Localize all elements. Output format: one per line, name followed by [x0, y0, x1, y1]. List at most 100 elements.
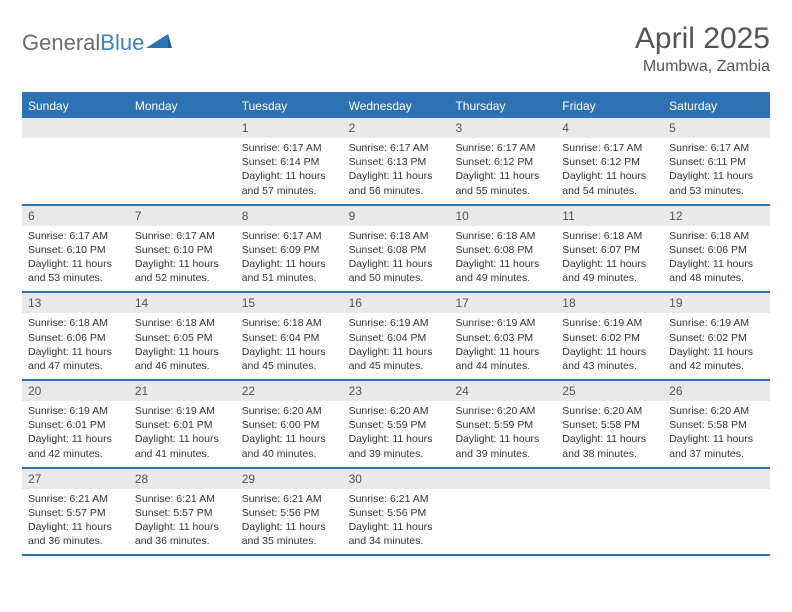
day-details: Sunrise: 6:18 AMSunset: 6:06 PMDaylight:…	[663, 226, 770, 292]
sunset-line: Sunset: 6:02 PM	[562, 331, 657, 345]
daylight-line: Daylight: 11 hours and 34 minutes.	[349, 520, 444, 548]
day-number: 18	[556, 293, 663, 313]
sunset-line: Sunset: 6:06 PM	[669, 243, 764, 257]
daylight-line: Daylight: 11 hours and 46 minutes.	[135, 345, 230, 373]
day-details: Sunrise: 6:21 AMSunset: 5:57 PMDaylight:…	[22, 489, 129, 555]
day-details: Sunrise: 6:18 AMSunset: 6:08 PMDaylight:…	[343, 226, 450, 292]
sunset-line: Sunset: 6:04 PM	[349, 331, 444, 345]
day-number: 15	[236, 293, 343, 313]
sunrise-line: Sunrise: 6:21 AM	[135, 492, 230, 506]
sunrise-line: Sunrise: 6:17 AM	[669, 141, 764, 155]
sunset-line: Sunset: 5:58 PM	[669, 418, 764, 432]
daylight-line: Daylight: 11 hours and 49 minutes.	[455, 257, 550, 285]
day-details: Sunrise: 6:17 AMSunset: 6:12 PMDaylight:…	[449, 138, 556, 204]
day-header: Thursday	[449, 94, 556, 118]
day-cell: 7Sunrise: 6:17 AMSunset: 6:10 PMDaylight…	[129, 206, 236, 292]
day-number: 2	[343, 118, 450, 138]
sunset-line: Sunset: 6:14 PM	[242, 155, 337, 169]
day-header-row: Sunday Monday Tuesday Wednesday Thursday…	[22, 94, 770, 118]
daylight-line: Daylight: 11 hours and 45 minutes.	[242, 345, 337, 373]
day-cell: 12Sunrise: 6:18 AMSunset: 6:06 PMDayligh…	[663, 206, 770, 292]
day-cell: 17Sunrise: 6:19 AMSunset: 6:03 PMDayligh…	[449, 293, 556, 379]
day-cell: 29Sunrise: 6:21 AMSunset: 5:56 PMDayligh…	[236, 469, 343, 555]
sunrise-line: Sunrise: 6:19 AM	[455, 316, 550, 330]
week-row: 20Sunrise: 6:19 AMSunset: 6:01 PMDayligh…	[22, 381, 770, 469]
day-number: 21	[129, 381, 236, 401]
day-details: Sunrise: 6:21 AMSunset: 5:56 PMDaylight:…	[236, 489, 343, 555]
sunset-line: Sunset: 6:01 PM	[135, 418, 230, 432]
daylight-line: Daylight: 11 hours and 47 minutes.	[28, 345, 123, 373]
day-details: Sunrise: 6:18 AMSunset: 6:07 PMDaylight:…	[556, 226, 663, 292]
day-number: 6	[22, 206, 129, 226]
logo: GeneralBlue	[22, 22, 172, 56]
day-number: 10	[449, 206, 556, 226]
daylight-line: Daylight: 11 hours and 54 minutes.	[562, 169, 657, 197]
day-number: 28	[129, 469, 236, 489]
day-number: 24	[449, 381, 556, 401]
sunrise-line: Sunrise: 6:18 AM	[349, 229, 444, 243]
day-cell: 22Sunrise: 6:20 AMSunset: 6:00 PMDayligh…	[236, 381, 343, 467]
sunset-line: Sunset: 5:57 PM	[28, 506, 123, 520]
week-row: 27Sunrise: 6:21 AMSunset: 5:57 PMDayligh…	[22, 469, 770, 557]
location: Mumbwa, Zambia	[635, 58, 770, 76]
sunset-line: Sunset: 6:10 PM	[135, 243, 230, 257]
daylight-line: Daylight: 11 hours and 41 minutes.	[135, 432, 230, 460]
calendar: Sunday Monday Tuesday Wednesday Thursday…	[22, 92, 770, 556]
sunrise-line: Sunrise: 6:18 AM	[669, 229, 764, 243]
sunrise-line: Sunrise: 6:17 AM	[135, 229, 230, 243]
sunrise-line: Sunrise: 6:17 AM	[349, 141, 444, 155]
sunrise-line: Sunrise: 6:19 AM	[135, 404, 230, 418]
day-details: Sunrise: 6:17 AMSunset: 6:14 PMDaylight:…	[236, 138, 343, 204]
day-cell: 25Sunrise: 6:20 AMSunset: 5:58 PMDayligh…	[556, 381, 663, 467]
daylight-line: Daylight: 11 hours and 53 minutes.	[28, 257, 123, 285]
day-cell: 10Sunrise: 6:18 AMSunset: 6:08 PMDayligh…	[449, 206, 556, 292]
day-details: Sunrise: 6:21 AMSunset: 5:57 PMDaylight:…	[129, 489, 236, 555]
weeks-container: ..1Sunrise: 6:17 AMSunset: 6:14 PMDaylig…	[22, 118, 770, 556]
sunrise-line: Sunrise: 6:19 AM	[669, 316, 764, 330]
day-details	[663, 489, 770, 541]
sunset-line: Sunset: 6:08 PM	[455, 243, 550, 257]
daylight-line: Daylight: 11 hours and 42 minutes.	[28, 432, 123, 460]
sunset-line: Sunset: 5:56 PM	[349, 506, 444, 520]
day-number: 9	[343, 206, 450, 226]
daylight-line: Daylight: 11 hours and 56 minutes.	[349, 169, 444, 197]
day-number: 1	[236, 118, 343, 138]
sunset-line: Sunset: 6:00 PM	[242, 418, 337, 432]
day-cell: 19Sunrise: 6:19 AMSunset: 6:02 PMDayligh…	[663, 293, 770, 379]
sunset-line: Sunset: 5:57 PM	[135, 506, 230, 520]
day-number: 27	[22, 469, 129, 489]
day-number: .	[663, 469, 770, 489]
day-details: Sunrise: 6:19 AMSunset: 6:01 PMDaylight:…	[22, 401, 129, 467]
daylight-line: Daylight: 11 hours and 49 minutes.	[562, 257, 657, 285]
day-cell: .	[129, 118, 236, 204]
day-number: 26	[663, 381, 770, 401]
day-number: 3	[449, 118, 556, 138]
day-cell: 1Sunrise: 6:17 AMSunset: 6:14 PMDaylight…	[236, 118, 343, 204]
day-cell: 6Sunrise: 6:17 AMSunset: 6:10 PMDaylight…	[22, 206, 129, 292]
day-number: 29	[236, 469, 343, 489]
day-number: 11	[556, 206, 663, 226]
day-cell: 8Sunrise: 6:17 AMSunset: 6:09 PMDaylight…	[236, 206, 343, 292]
day-number: 19	[663, 293, 770, 313]
day-details: Sunrise: 6:18 AMSunset: 6:04 PMDaylight:…	[236, 313, 343, 379]
sunset-line: Sunset: 6:13 PM	[349, 155, 444, 169]
day-cell: 16Sunrise: 6:19 AMSunset: 6:04 PMDayligh…	[343, 293, 450, 379]
sunrise-line: Sunrise: 6:21 AM	[349, 492, 444, 506]
sunrise-line: Sunrise: 6:19 AM	[349, 316, 444, 330]
day-details: Sunrise: 6:19 AMSunset: 6:04 PMDaylight:…	[343, 313, 450, 379]
month-title: April 2025	[635, 22, 770, 56]
day-details: Sunrise: 6:17 AMSunset: 6:09 PMDaylight:…	[236, 226, 343, 292]
day-details	[129, 138, 236, 190]
day-cell: 2 Sunrise: 6:17 AMSunset: 6:13 PMDaylight…	[343, 118, 450, 204]
day-number: 4	[556, 118, 663, 138]
day-cell: 20Sunrise: 6:19 AMSunset: 6:01 PMDayligh…	[22, 381, 129, 467]
day-number: 25	[556, 381, 663, 401]
sunset-line: Sunset: 6:04 PM	[242, 331, 337, 345]
day-details: Sunrise: 6:19 AMSunset: 6:02 PMDaylight:…	[556, 313, 663, 379]
day-details: Sunrise: 6:20 AMSunset: 5:58 PMDaylight:…	[556, 401, 663, 467]
daylight-line: Daylight: 11 hours and 53 minutes.	[669, 169, 764, 197]
daylight-line: Daylight: 11 hours and 42 minutes.	[669, 345, 764, 373]
day-details	[556, 489, 663, 541]
day-number: 13	[22, 293, 129, 313]
daylight-line: Daylight: 11 hours and 39 minutes.	[349, 432, 444, 460]
